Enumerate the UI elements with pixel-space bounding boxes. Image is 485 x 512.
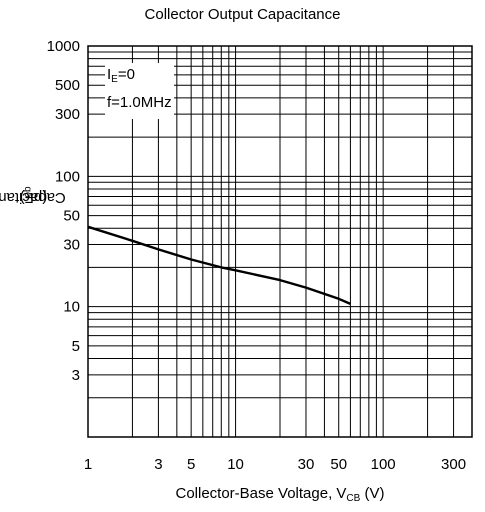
capacitance-curve bbox=[87, 225, 351, 306]
y-tick-label: 3 bbox=[72, 367, 80, 384]
y-tick-label: 300 bbox=[55, 106, 80, 123]
plot-frame bbox=[87, 45, 473, 438]
annotation-emitter-current: IE=0 bbox=[107, 66, 135, 85]
tick-labels: 1 3 5 10 30 50 100 300 3 5 10 30 50 100 300 500 1000 bbox=[47, 38, 466, 473]
x-tick-label: 30 bbox=[298, 456, 315, 473]
annotation-frequency: f=1.0MHz bbox=[107, 94, 172, 111]
x-tick-label: 5 bbox=[187, 456, 195, 473]
x-tick-label: 10 bbox=[227, 456, 244, 473]
y-tick-label: 5 bbox=[72, 338, 80, 355]
x-tick-label: 3 bbox=[154, 456, 162, 473]
chart-title: Collector Output Capacitance bbox=[144, 6, 341, 23]
chart-annotation: IE=0 f=1.0MHz bbox=[105, 63, 174, 119]
x-axis-label: Collector-Base Voltage, VCB (V) bbox=[175, 485, 385, 504]
y-tick-label: 50 bbox=[63, 208, 80, 225]
x-tick-label: 300 bbox=[441, 456, 466, 473]
y-tick-label: 1000 bbox=[47, 38, 80, 55]
y-tick-label: 500 bbox=[55, 77, 80, 94]
x-tick-label: 100 bbox=[371, 456, 396, 473]
y-tick-label: 10 bbox=[63, 299, 80, 316]
y-tick-label: 100 bbox=[55, 168, 80, 185]
x-tick-label: 1 bbox=[84, 456, 92, 473]
grid-lines bbox=[88, 46, 472, 437]
series-layer bbox=[87, 225, 351, 306]
y-tick-label: 30 bbox=[63, 236, 80, 253]
x-tick-label: 50 bbox=[330, 456, 347, 473]
